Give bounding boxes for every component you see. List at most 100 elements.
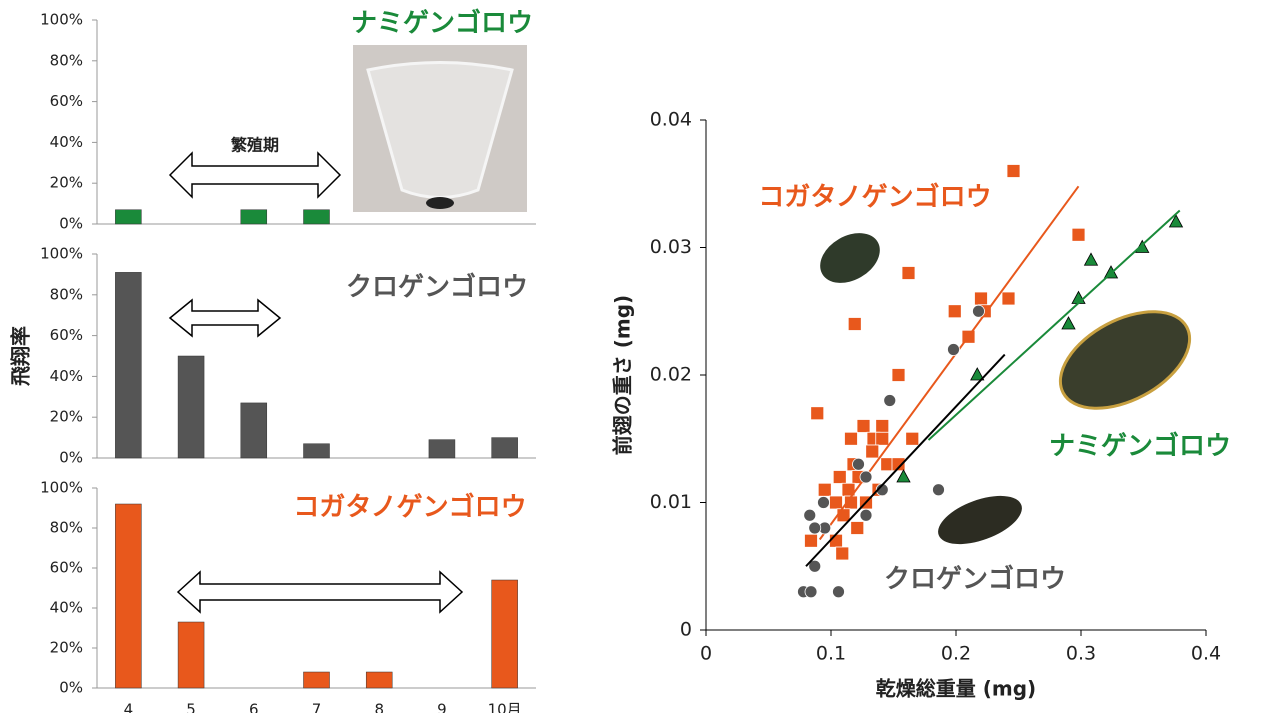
x-tick-label: 8 [374,701,384,713]
bar [304,672,330,688]
bar [429,440,455,458]
bar [366,672,392,688]
point [973,305,985,317]
x-tick-label: 6 [249,701,259,713]
x-tick-label: 9 [437,701,447,713]
arrow [178,572,462,612]
point [876,420,889,433]
y-tick-label: 20% [50,174,83,192]
series-label: ナミゲンゴロウ [1049,431,1231,462]
point [866,445,879,458]
beetle [811,223,888,293]
point [975,292,988,305]
point [811,407,824,420]
point [857,420,870,433]
panel-title: コガタノゲンゴロウ [293,492,526,523]
point [897,470,910,482]
panel-title: クロゲンゴロウ [346,272,528,303]
bar [492,580,518,688]
y-tick-label: 100% [40,245,83,263]
point [848,318,861,331]
point [837,509,850,522]
y-tick-label: 40% [50,599,83,617]
x-tick-label: 0 [700,643,712,665]
y-tick-label: 0% [59,679,83,697]
point [884,395,896,407]
point [845,432,858,445]
y-tick-label: 100% [40,479,83,497]
x-tick-label: 5 [186,701,196,713]
y-tick-label: 60% [50,559,83,577]
beetle [932,486,1028,554]
bar [241,210,267,224]
y-tick-label: 20% [50,639,83,657]
point [833,471,846,484]
y-tick-label: 80% [50,51,83,69]
point [948,305,961,318]
point [860,509,872,521]
point [804,509,816,521]
y-tick-label: 60% [50,92,83,110]
y-tick-label: 0% [59,449,83,467]
point [830,496,843,509]
point [933,484,945,496]
x-axis-label: 乾燥総重量 (mg) [876,677,1036,701]
point [1002,292,1015,305]
point [851,522,864,535]
bar [304,210,330,224]
arrow [170,153,340,197]
y-tick-label: 0.04 [650,109,692,131]
bar [178,622,204,688]
y-tick-label: 60% [50,326,83,344]
photo-cup [353,45,527,212]
point [818,497,830,509]
bar [115,272,141,458]
bar [304,444,330,458]
bar [492,438,518,458]
point [836,547,849,560]
point [860,471,872,483]
series-label: クロゲンゴロウ [884,564,1066,595]
x-tick-label: 10月 [488,701,522,713]
y-tick-label: 40% [50,367,83,385]
y-tick-label: 100% [40,11,83,29]
point [892,369,905,382]
point [809,522,821,534]
x-tick-label: 0.3 [1066,643,1096,665]
point [833,586,845,598]
x-tick-label: 0.4 [1191,643,1221,665]
point [805,534,818,547]
point [805,586,817,598]
y-tick-label: 0.03 [650,236,692,258]
point [818,483,831,496]
y-tick-label: 0.02 [650,364,692,386]
point [1085,253,1098,265]
point [902,267,915,280]
annotation: 繁殖期 [230,136,279,155]
x-tick-label: 7 [312,701,322,713]
panel-title: ナミゲンゴロウ [351,8,533,39]
y-tick-label: 40% [50,133,83,151]
point [906,432,919,445]
bar [178,356,204,458]
point [853,458,865,470]
y-tick-label: 0.01 [650,491,692,513]
point [1136,241,1149,253]
point [1072,228,1085,241]
x-tick-label: 4 [124,701,134,713]
point [1062,317,1075,329]
bar [115,504,141,688]
y-tick-label: 80% [50,285,83,303]
y-tick-label: 0% [59,215,83,233]
bar [241,403,267,458]
point [876,432,889,445]
point [1007,165,1020,178]
arrow [170,300,280,336]
y-axis-label: 飛翔率 [9,326,33,386]
y-axis-label: 前翅の重さ (mg) [611,295,635,455]
bar [115,210,141,224]
x-tick-label: 0.1 [816,643,846,665]
beetle-in-cup [426,197,454,209]
y-tick-label: 80% [50,519,83,537]
y-tick-label: 0 [680,619,692,641]
